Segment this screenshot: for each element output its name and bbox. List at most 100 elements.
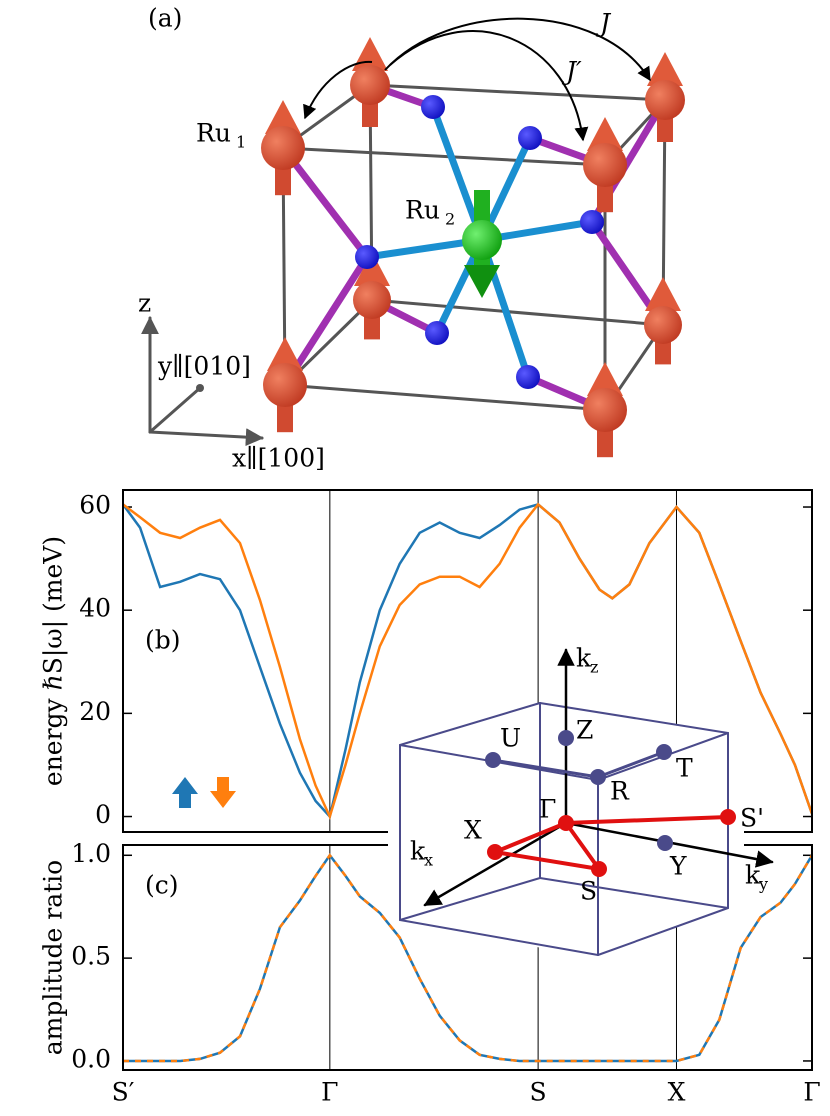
zone-edge [539, 702, 729, 734]
spin-head [265, 100, 301, 134]
spin-head [267, 337, 303, 371]
o-atom [425, 321, 449, 345]
zone-line [491, 758, 600, 779]
ru-atom [645, 80, 685, 120]
spin-head [464, 265, 500, 298]
zone-edge [539, 877, 729, 909]
k-point [720, 809, 736, 825]
x-tick-label: S′ [112, 1078, 135, 1107]
y-tick-label: 60 [79, 491, 111, 520]
ru-atom [350, 65, 390, 105]
spin-head [647, 52, 683, 86]
ru1-label: Ru [196, 119, 231, 148]
x-tick-label: S [530, 1078, 547, 1107]
k-point-label: R [610, 777, 630, 806]
zone-edge [399, 919, 599, 956]
ru-atom [462, 220, 502, 260]
k-point [591, 861, 607, 877]
panel-label: (b) [145, 626, 181, 655]
k-point [590, 769, 606, 785]
x-tick-label: Γ [803, 1078, 820, 1107]
y-tick-label: 0 [95, 800, 111, 829]
axis-subscript: x [424, 851, 433, 870]
exchange-arrow [303, 60, 373, 120]
o-atom [580, 210, 604, 234]
y-tick-label: 0.0 [71, 1044, 111, 1073]
axis-z: z [138, 289, 151, 318]
o-atom [518, 126, 542, 150]
exchange-arrow [384, 17, 651, 82]
axis-label: k [745, 861, 761, 890]
legend-marker [210, 777, 236, 808]
k-point-label: Γ [539, 795, 556, 824]
bond [280, 145, 370, 260]
ru1-subscript: 1 [236, 133, 246, 152]
panel-label: (c) [145, 871, 179, 900]
axis-subscript: z [590, 658, 598, 677]
k-point [656, 744, 672, 760]
ru-atom [583, 388, 627, 432]
inset-background [388, 828, 744, 852]
axis-y: y∥[010] [157, 352, 251, 381]
zone-edge [399, 877, 541, 921]
axis-label: k [410, 837, 426, 866]
legend-marker [172, 777, 198, 808]
x-tick-label: Γ [321, 1078, 338, 1107]
ru-atom [263, 363, 307, 407]
zone-line [596, 750, 666, 779]
k-point-label: T [676, 754, 693, 783]
axis-x: x∥[100] [232, 444, 325, 473]
ru-atom [261, 126, 305, 170]
y-tick-label: 40 [79, 594, 111, 623]
zone-edge [399, 702, 541, 746]
k-point [657, 835, 673, 851]
y-tick-label: 0.5 [71, 942, 111, 971]
ru-atom [583, 143, 627, 187]
axis-subscript: y [758, 875, 768, 894]
series-line [123, 853, 812, 1063]
k-point-label: Z [576, 716, 593, 745]
k-point [558, 730, 574, 746]
o-atom [516, 365, 540, 389]
ru2-label: Ru [405, 196, 440, 225]
axis-line [148, 428, 264, 447]
axis-dot [196, 384, 204, 392]
k-point-label: X [464, 816, 482, 845]
spin-head [587, 362, 623, 396]
k-point-label: S [580, 877, 597, 906]
axis-line [148, 386, 202, 434]
crystal-structure [141, 17, 685, 458]
o-atom [355, 245, 379, 269]
exchange-arrow [389, 30, 589, 142]
o-atom [421, 95, 445, 119]
cell-edge [368, 83, 667, 102]
cell-edge [283, 383, 607, 412]
ru2-subscript: 2 [445, 210, 455, 229]
spin-head [645, 277, 681, 311]
y-axis-label: energy ℏS|ω| (meV) [39, 536, 69, 786]
charts: 0 20 40 60 (b) energy ℏS|ω| (meV) S′ Γ S X Γ 0.0 0.5… [39, 489, 821, 1107]
k-point [558, 815, 574, 831]
cell-edge [370, 298, 665, 327]
y-tick-label: 20 [79, 697, 111, 726]
k-point [487, 844, 503, 860]
axis-label: k [576, 644, 592, 673]
ru-atom [353, 281, 391, 319]
k-point-label: Y [669, 852, 687, 881]
series-line [123, 502, 812, 821]
bond [429, 105, 486, 242]
y-tick-label: 1.0 [71, 839, 111, 868]
y-axis-label: amplitude ratio [39, 860, 68, 1055]
zone-edge [597, 907, 729, 956]
axis-arrow [423, 821, 568, 907]
panel-label: (a) [148, 4, 182, 33]
k-point-label: S' [740, 804, 764, 833]
spin-head [587, 117, 623, 151]
spin-head [354, 252, 390, 286]
k-point-label: U [500, 724, 521, 753]
x-tick-label: X [668, 1078, 686, 1107]
label-j: J [595, 9, 612, 38]
label-j-prime: J′ [561, 57, 582, 86]
